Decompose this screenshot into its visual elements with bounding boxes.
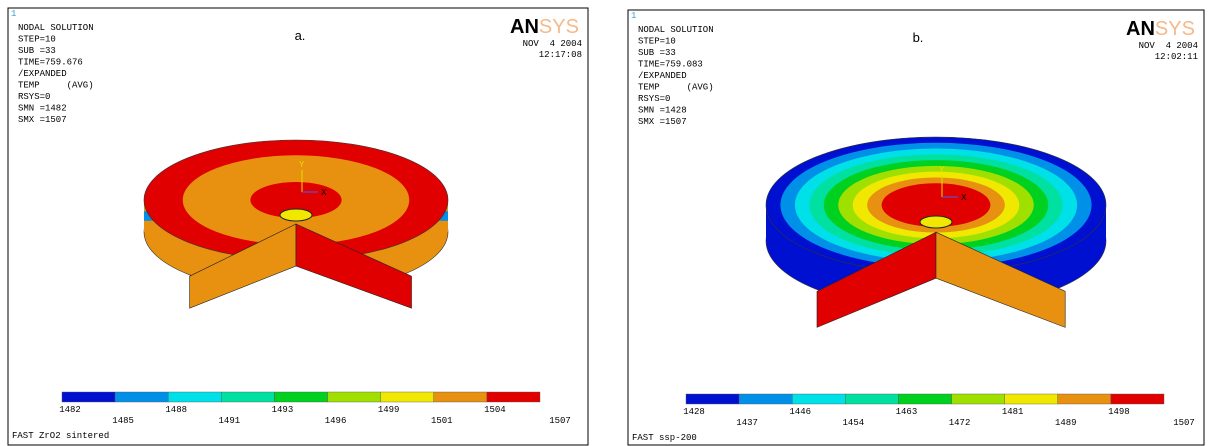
logo-part: SYS bbox=[539, 16, 579, 38]
axis-label: Y bbox=[299, 160, 305, 170]
legend-swatch bbox=[1057, 393, 1112, 405]
legend-value: 1489 bbox=[1055, 418, 1077, 428]
time: 12:17:08 bbox=[539, 50, 582, 60]
legend-value: 1446 bbox=[789, 407, 811, 417]
legend-value: 1499 bbox=[378, 405, 400, 415]
header-line: SMX =1507 bbox=[638, 117, 687, 127]
logo-part: AN bbox=[1126, 18, 1155, 40]
panel-label: b. bbox=[913, 30, 924, 45]
header-line: NODAL SOLUTION bbox=[638, 25, 714, 35]
header-line: /EXPANDED bbox=[18, 69, 67, 79]
legend-swatch bbox=[327, 391, 381, 403]
header-line: TIME=759.083 bbox=[638, 60, 703, 70]
cut-face bbox=[935, 231, 1066, 328]
caption: FAST ZrO2 sintered bbox=[12, 431, 109, 441]
legend-swatch bbox=[685, 393, 740, 405]
legend-value: 1481 bbox=[1002, 407, 1024, 417]
model: YX bbox=[765, 136, 1107, 368]
header-line: NODAL SOLUTION bbox=[18, 23, 94, 33]
legend-value: 1493 bbox=[272, 405, 294, 415]
cut-face bbox=[295, 223, 412, 309]
date: NOV 4 2004 bbox=[1139, 41, 1198, 51]
hole bbox=[279, 208, 313, 222]
legend-value: 1496 bbox=[325, 416, 347, 426]
legend-swatch bbox=[380, 391, 434, 403]
legend-value: 1437 bbox=[736, 418, 758, 428]
header-line: SUB =33 bbox=[638, 48, 676, 58]
legend-swatch bbox=[433, 391, 488, 403]
date: NOV 4 2004 bbox=[523, 39, 582, 49]
legend-swatch bbox=[1110, 393, 1165, 405]
axis-label: X bbox=[961, 193, 967, 203]
axis-label: Y bbox=[939, 165, 945, 175]
header-line: SMN =1482 bbox=[18, 104, 67, 114]
logo: ANSYS bbox=[510, 16, 579, 38]
legend-swatch bbox=[1004, 393, 1058, 405]
header-line: RSYS=0 bbox=[638, 94, 670, 104]
header-line: STEP=10 bbox=[18, 35, 56, 45]
caption: FAST ssp-200 bbox=[632, 433, 697, 443]
logo-part: AN bbox=[510, 16, 539, 38]
logo: ANSYS bbox=[1126, 18, 1195, 40]
legend-value: 1498 bbox=[1108, 407, 1130, 417]
legend-value: 1472 bbox=[949, 418, 971, 428]
header-line: RSYS=0 bbox=[18, 92, 50, 102]
header-line: SMN =1428 bbox=[638, 106, 687, 116]
legend-value: 1491 bbox=[219, 416, 241, 426]
disc-ring bbox=[250, 182, 342, 218]
legend-swatch bbox=[61, 391, 116, 403]
legend-value: 1507 bbox=[1173, 418, 1195, 428]
panel-label: a. bbox=[295, 28, 306, 43]
legend-value: 1488 bbox=[165, 405, 187, 415]
header-line: TIME=759.676 bbox=[18, 58, 83, 68]
legend-value: 1501 bbox=[431, 416, 453, 426]
header-line: SUB =33 bbox=[18, 46, 56, 56]
legend-value: 1482 bbox=[59, 405, 81, 415]
legend-swatch bbox=[792, 393, 846, 405]
axis-label: X bbox=[321, 188, 327, 198]
hole bbox=[919, 215, 953, 229]
legend-swatch bbox=[845, 393, 899, 405]
legend-swatch bbox=[898, 393, 952, 405]
legend-value: 1504 bbox=[484, 405, 506, 415]
header-line: TEMP (AVG) bbox=[638, 83, 714, 93]
legend-swatch bbox=[274, 391, 328, 403]
legend-swatch bbox=[486, 391, 541, 403]
legend-value: 1463 bbox=[896, 407, 918, 417]
legend-swatch bbox=[738, 393, 793, 405]
legend-value: 1507 bbox=[549, 416, 571, 426]
model: YX bbox=[143, 139, 449, 349]
legend-swatch bbox=[221, 391, 275, 403]
legend-swatch bbox=[168, 391, 222, 403]
window-number: 1 bbox=[631, 11, 636, 21]
logo-part: SYS bbox=[1155, 18, 1195, 40]
legend-swatch bbox=[114, 391, 169, 403]
legend-value: 1485 bbox=[112, 416, 134, 426]
header-line: STEP=10 bbox=[638, 37, 676, 47]
legend-value: 1428 bbox=[683, 407, 705, 417]
header-line: SMX =1507 bbox=[18, 115, 67, 125]
time: 12:02:11 bbox=[1155, 52, 1198, 62]
window-number: 1 bbox=[11, 9, 16, 19]
legend-swatch bbox=[951, 393, 1005, 405]
legend-value: 1454 bbox=[843, 418, 865, 428]
header-line: TEMP (AVG) bbox=[18, 81, 94, 91]
disc-ring bbox=[881, 183, 991, 227]
header-line: /EXPANDED bbox=[638, 71, 687, 81]
